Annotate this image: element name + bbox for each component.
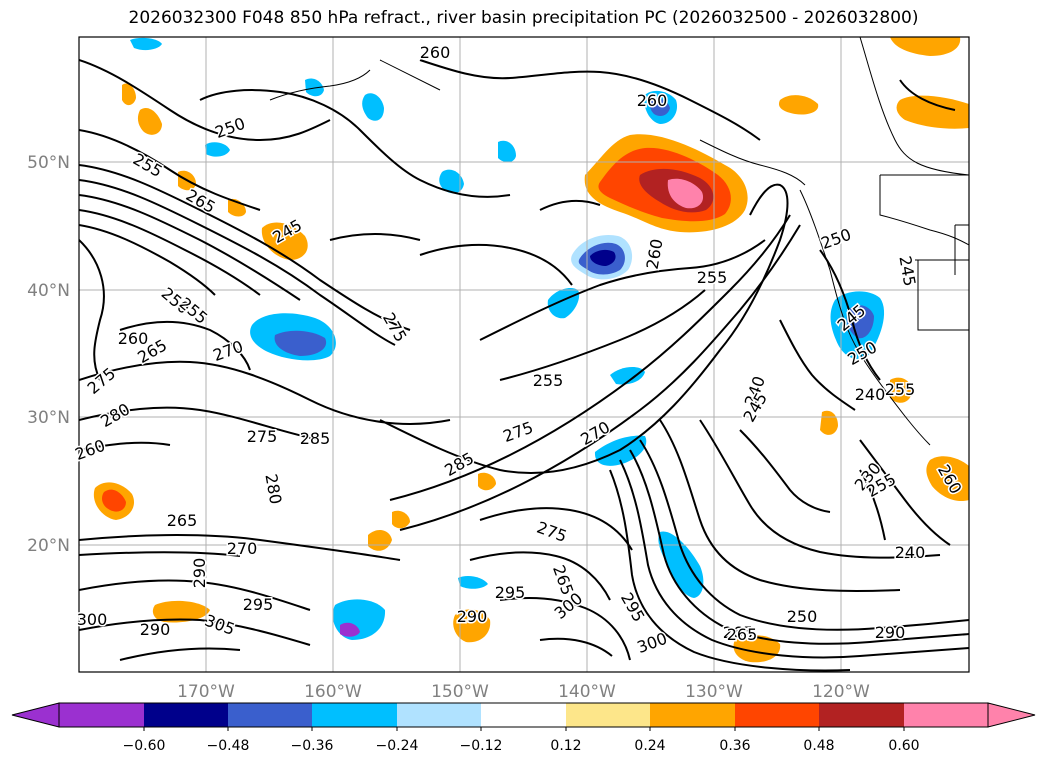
contour-label: 295 (495, 583, 526, 602)
colorbar-tick-label: 0.36 (719, 738, 750, 754)
precip-region (458, 576, 488, 589)
precip-region (205, 142, 230, 157)
colorbar-tick-label: −0.60 (123, 738, 166, 754)
lon-label: 160°W (304, 682, 362, 702)
contour-label: 240 (855, 385, 886, 404)
precip-region (340, 622, 360, 637)
contour-label: 290 (140, 620, 171, 639)
contour-label: 285 (300, 429, 331, 448)
colorbar-tick-label: 0.60 (888, 738, 919, 754)
contour-label: 300 (77, 610, 108, 629)
lat-axis: 50°N 40°N 30°N 20°N (27, 153, 70, 556)
colorbar-segment (904, 703, 988, 727)
lon-label: 170°W (177, 682, 235, 702)
precip-region (926, 456, 969, 502)
colorbar-segment (228, 703, 312, 727)
contour-label: 290 (457, 607, 488, 626)
colorbar-segment (566, 703, 650, 727)
lat-label: 40°N (27, 281, 70, 301)
precip-region (498, 140, 516, 163)
contour-label: 270 (227, 539, 258, 558)
precip-region (102, 489, 126, 512)
precip-region (896, 95, 969, 129)
colorbar-segment (397, 703, 481, 727)
precip-region (152, 600, 210, 623)
contour-label: 265 (167, 511, 198, 530)
colorbar-tick-label: 0.24 (634, 738, 665, 754)
contour-label: 240 (895, 543, 926, 562)
colorbar-tick-label: 0.48 (803, 738, 834, 754)
colorbar-tick-label: −0.36 (291, 738, 334, 754)
precip-region (590, 249, 616, 266)
precip-region (649, 98, 670, 116)
contour-label: 255 (885, 380, 916, 399)
contour-label: 265 (727, 625, 758, 644)
precip-region (778, 95, 819, 115)
gridlines (79, 37, 969, 672)
lat-label: 50°N (27, 153, 70, 173)
precip-region (137, 107, 162, 135)
plot-frame (78, 36, 970, 673)
precip-region (610, 366, 645, 385)
colorbar-segment (59, 703, 144, 727)
colorbar-tick-label: 0.12 (550, 738, 581, 754)
precip-region (122, 83, 136, 106)
contour-label: 250 (787, 607, 818, 626)
colorbar-segment (481, 703, 566, 727)
contour-label: 255 (697, 268, 728, 287)
precip-region (362, 93, 384, 121)
precip-region (478, 472, 496, 491)
contour-label: 265 (723, 623, 754, 642)
lon-axis: 170°W 160°W 150°W 140°W 130°W 120°W (177, 682, 870, 702)
contour-label: 255 (533, 371, 564, 390)
lon-label: 150°W (431, 682, 489, 702)
colorbar-extend-low (11, 702, 60, 728)
colorbar-extend-high (987, 702, 1036, 728)
coastlines (269, 37, 969, 446)
colorbar-tick-label: −0.48 (207, 738, 250, 754)
precip-region (890, 377, 912, 403)
precip-shading (93, 37, 969, 663)
precip-region (392, 510, 410, 529)
colorbar-tick-label: −0.24 (376, 738, 419, 754)
precip-region (453, 609, 491, 643)
precip-region (305, 78, 324, 97)
contour-label: 290 (875, 623, 906, 642)
contour-label: 260 (420, 43, 451, 62)
precip-region (890, 37, 961, 56)
colorbar-segment (735, 703, 819, 727)
colorbar: −0.60 −0.48 −0.36 −0.24 −0.12 0.12 0.24 … (11, 702, 1036, 754)
lat-label: 20°N (27, 536, 70, 556)
colorbar-tick-label: −0.12 (460, 738, 503, 754)
precip-region (658, 531, 704, 598)
precip-region (274, 330, 327, 356)
contour-label: 275 (247, 427, 278, 446)
lon-label: 120°W (812, 682, 870, 702)
plot-area (79, 37, 969, 672)
contour-label: 260 (118, 329, 149, 348)
precip-region (846, 305, 874, 339)
colorbar-segment (819, 703, 904, 727)
colorbar-segment (312, 703, 397, 727)
precip-region (368, 529, 392, 551)
colorbar-segment (144, 703, 228, 727)
lat-label: 30°N (27, 408, 70, 428)
precip-region (439, 169, 464, 194)
precip-region (733, 635, 781, 663)
contour-label: 295 (243, 595, 274, 614)
contour-label: 260 (637, 91, 668, 110)
contour-label: 290 (190, 558, 209, 589)
precip-region (261, 222, 308, 260)
lon-label: 130°W (685, 682, 743, 702)
map-title: 2026032300 F048 850 hPa refract., river … (128, 8, 919, 28)
lon-label: 140°W (558, 682, 616, 702)
colorbar-frame (58, 702, 989, 728)
precip-region (667, 178, 704, 209)
precip-region (130, 37, 162, 51)
colorbar-segment (650, 703, 735, 727)
contour-lines (79, 59, 969, 672)
